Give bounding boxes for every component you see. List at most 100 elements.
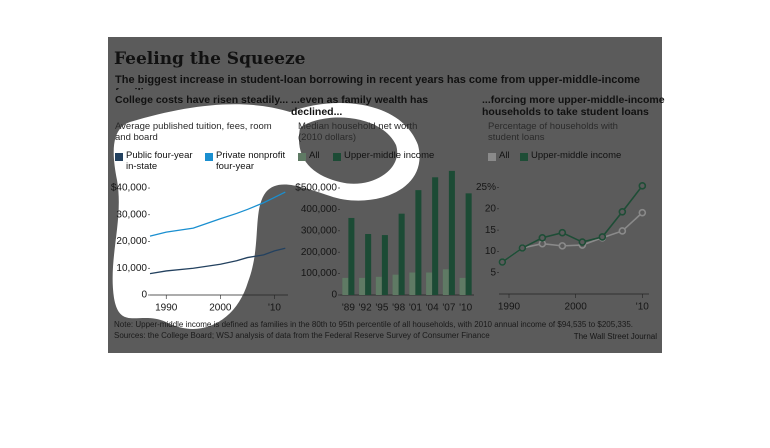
bar — [398, 213, 405, 295]
x-tick-label: '01 — [409, 303, 422, 314]
legend-label: Public four-year in-state — [126, 151, 193, 172]
y-tick-label: 10 — [485, 246, 497, 257]
axis-label: Average published tuition, fees, room an… — [115, 122, 272, 143]
legend-swatch — [333, 153, 341, 161]
highlight-blob — [112, 102, 420, 329]
bar — [392, 274, 399, 295]
point — [618, 207, 627, 216]
axis-label-box: Median household net worth (2010 dollars… — [298, 122, 418, 143]
title-box: Feeling the Squeeze — [114, 50, 306, 69]
legend-swatch — [298, 153, 306, 161]
y-tick-label: 15 — [485, 225, 497, 236]
y-tick-label: 400,000 — [301, 204, 338, 215]
line — [149, 191, 286, 237]
x-tick-label: 2000 — [209, 303, 232, 314]
bar — [426, 272, 433, 295]
note: Note: Upper-middle income is defined as … — [114, 320, 633, 329]
y-tick-label: 5 — [490, 267, 496, 278]
bar — [359, 277, 366, 295]
x-tick-label: '10 — [268, 303, 281, 314]
sources-box: Sources: the College Board; WSJ analysis… — [114, 331, 490, 340]
x-tick-label: '92 — [359, 303, 372, 314]
y-tick-label: 10,000 — [116, 263, 147, 274]
bar — [348, 217, 355, 295]
y-tick-label: 200,000 — [301, 247, 338, 258]
point — [618, 227, 627, 235]
y-tick-label: 0 — [141, 290, 147, 301]
y-tick-label: 20 — [485, 203, 497, 214]
point — [498, 258, 507, 266]
point — [558, 242, 567, 250]
bar — [432, 177, 439, 295]
legend-swatch — [205, 153, 213, 161]
bar — [465, 193, 472, 295]
point — [638, 182, 647, 190]
note-box: Note: Upper-middle income is defined as … — [114, 320, 633, 329]
bar — [415, 190, 422, 295]
y-tick-label: 20,000 — [116, 236, 147, 247]
legend-label-box: Upper-middle income — [531, 151, 622, 161]
bar — [448, 170, 455, 295]
line — [149, 247, 286, 275]
legend-label-box: Public four-year in-state — [126, 151, 193, 172]
x-tick-label: '89 — [342, 303, 355, 314]
legend-label: All — [499, 151, 510, 161]
point — [598, 233, 607, 241]
legend-label-box: All — [499, 151, 510, 161]
y-tick-label: 0 — [331, 290, 337, 301]
credit: The Wall Street Journal — [574, 332, 658, 341]
legend-swatch — [520, 153, 528, 161]
bar — [442, 269, 449, 295]
point — [538, 233, 547, 242]
legend-label: All — [309, 151, 320, 161]
bar — [409, 272, 416, 295]
axis-label: Median household net worth (2010 dollars… — [298, 122, 418, 143]
section-title-box: ...forcing more upper-middle-income hous… — [482, 94, 665, 119]
x-tick-label: 1990 — [155, 303, 178, 314]
section-title: College costs have risen steadily... — [115, 94, 289, 106]
axis-label-box: Percentage of households with student lo… — [488, 122, 618, 143]
section-title: ...even as family wealth has declined... — [291, 94, 429, 119]
y-tick-label: 100,000 — [301, 268, 338, 279]
legend-label: Upper-middle income — [344, 151, 435, 161]
legend-swatch — [115, 153, 123, 161]
title: Feeling the Squeeze — [114, 50, 306, 69]
bar — [459, 277, 466, 295]
x-tick-label: '95 — [375, 303, 388, 314]
x-tick-label: '10 — [459, 303, 472, 314]
legend-label-box: All — [309, 151, 320, 161]
x-tick-label: 2000 — [565, 302, 588, 313]
x-tick-label: 1990 — [498, 302, 521, 313]
x-tick-label: '04 — [426, 303, 439, 314]
legend-label: Private nonprofit four-year — [216, 151, 286, 172]
section-title-box: College costs have risen steadily... — [115, 94, 289, 106]
y-tick-label: 300,000 — [301, 225, 338, 236]
legend-swatch — [488, 153, 496, 161]
bar — [365, 234, 372, 295]
legend-label: Upper-middle income — [531, 151, 622, 161]
bar — [381, 235, 388, 295]
point — [558, 228, 567, 237]
section-title: ...forcing more upper-middle-income hous… — [482, 94, 665, 119]
x-tick-label: '98 — [392, 303, 405, 314]
x-tick-label: '10 — [636, 302, 649, 313]
y-tick-label: 25% — [476, 182, 496, 193]
point — [578, 238, 587, 246]
legend-label-box: Private nonprofit four-year — [216, 151, 286, 172]
point — [638, 208, 647, 217]
y-tick-label: 30,000 — [116, 209, 147, 220]
x-tick-label: '07 — [442, 303, 455, 314]
subtitle: The biggest increase in student-loan bor… — [115, 74, 641, 90]
legend-label-box: Upper-middle income — [344, 151, 435, 161]
point — [538, 239, 547, 248]
point — [518, 244, 527, 252]
bar — [375, 276, 382, 295]
axis-label-box: Average published tuition, fees, room an… — [115, 122, 272, 143]
bar — [342, 277, 349, 295]
subtitle-box: The biggest increase in student-loan bor… — [115, 74, 641, 90]
section-title-box: ...even as family wealth has declined... — [291, 94, 429, 119]
y-tick-label: $40,000 — [111, 183, 148, 194]
sources: Sources: the College Board; WSJ analysis… — [114, 331, 490, 340]
y-tick-label: $500,000 — [295, 183, 337, 194]
